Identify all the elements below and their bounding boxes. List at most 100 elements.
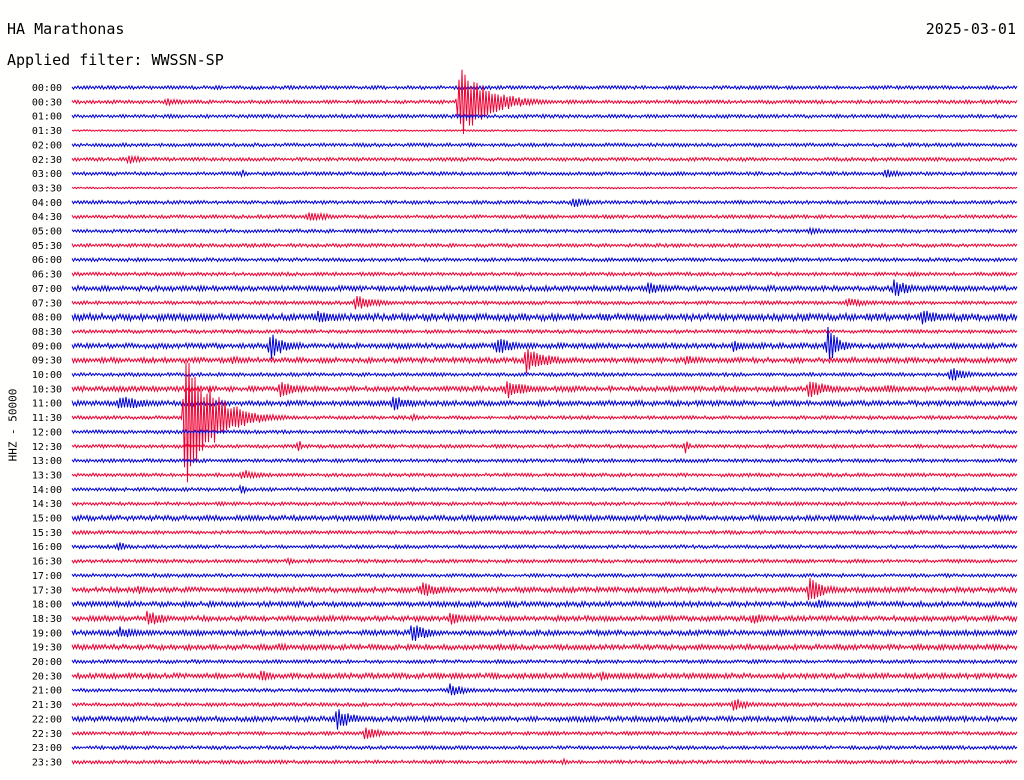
row-time-label: 18:00 — [32, 600, 62, 611]
trace-row — [71, 381, 1018, 399]
trace-row — [71, 362, 1018, 483]
row-time-label: 11:30 — [32, 413, 62, 424]
trace-row — [71, 242, 1018, 249]
trace-row — [71, 141, 1018, 148]
trace-row — [71, 642, 1018, 652]
row-time-label: 18:30 — [32, 614, 62, 625]
trace-row — [71, 186, 1018, 190]
trace-row — [71, 529, 1018, 536]
trace-row — [71, 757, 1018, 766]
row-time-label: 07:00 — [32, 284, 62, 295]
row-time-label: 03:00 — [32, 169, 62, 180]
row-time-label: 09:00 — [32, 341, 62, 352]
row-time-label: 10:00 — [32, 370, 62, 381]
trace-row — [71, 169, 1018, 178]
trace-row — [71, 328, 1018, 335]
station-name: HA Marathonas — [7, 20, 125, 38]
row-time-label: 01:00 — [32, 112, 62, 123]
row-time-label: 21:00 — [32, 686, 62, 697]
row-time-label: 12:00 — [32, 427, 62, 438]
row-time-label: 15:00 — [32, 514, 62, 525]
row-time-label: 20:30 — [32, 671, 62, 682]
trace-row — [71, 610, 1018, 625]
trace-row — [71, 727, 1018, 739]
row-time-label: 12:30 — [32, 442, 62, 453]
trace-row — [71, 699, 1018, 711]
row-time-label: 00:00 — [32, 83, 62, 94]
row-time-label: 02:30 — [32, 155, 62, 166]
trace-row — [71, 197, 1018, 207]
trace-row — [71, 428, 1018, 435]
trace-row — [71, 69, 1018, 134]
trace-row — [71, 226, 1018, 236]
row-time-label: 01:30 — [32, 126, 62, 137]
trace-row — [71, 326, 1018, 360]
row-time-label: 17:30 — [32, 585, 62, 596]
trace-row — [71, 470, 1018, 480]
trace-row — [71, 310, 1018, 325]
row-time-label: 04:00 — [32, 198, 62, 209]
row-time-label: 14:30 — [32, 499, 62, 510]
row-time-label: 06:00 — [32, 255, 62, 266]
row-time-label: 03:30 — [32, 183, 62, 194]
trace-row — [71, 744, 1018, 751]
row-time-label: 08:00 — [32, 313, 62, 324]
trace-row — [71, 578, 1018, 601]
row-time-label: 20:00 — [32, 657, 62, 668]
trace-row — [71, 556, 1018, 567]
trace-row — [71, 709, 1018, 730]
trace-row — [71, 128, 1018, 133]
row-time-label: 08:30 — [32, 327, 62, 338]
trace-row — [71, 113, 1018, 120]
trace-row — [71, 279, 1018, 296]
row-time-label: 19:00 — [32, 628, 62, 639]
trace-row — [71, 572, 1018, 579]
row-time-label: 00:30 — [32, 97, 62, 108]
trace-row — [71, 368, 1018, 381]
trace-row — [71, 211, 1018, 222]
row-time-label: 02:00 — [32, 140, 62, 151]
trace-row — [71, 484, 1018, 495]
trace-row — [71, 84, 1018, 91]
row-time-label: 15:30 — [32, 528, 62, 539]
row-time-label: 21:30 — [32, 700, 62, 711]
row-time-label: 16:00 — [32, 542, 62, 553]
row-time-label: 13:00 — [32, 456, 62, 467]
record-date: 2025-03-01 — [925, 20, 1016, 38]
row-time-label: 23:00 — [32, 743, 62, 754]
row-time-label: 05:00 — [32, 227, 62, 238]
row-time-label: 09:30 — [32, 356, 62, 367]
trace-row — [71, 625, 1018, 642]
trace-row — [71, 348, 1018, 374]
row-time-label: 16:30 — [32, 557, 62, 568]
row-time-label: 05:30 — [32, 241, 62, 252]
trace-row — [71, 500, 1018, 507]
trace-row — [71, 457, 1018, 465]
trace-row — [71, 542, 1018, 551]
row-time-label: 06:30 — [32, 270, 62, 281]
trace-row — [71, 683, 1018, 696]
row-time-label: 22:30 — [32, 729, 62, 740]
trace-row — [71, 441, 1018, 454]
row-time-label: 22:00 — [32, 714, 62, 725]
trace-row — [71, 599, 1018, 609]
trace-row — [71, 296, 1018, 310]
row-time-label: 07:30 — [32, 298, 62, 309]
row-time-label: 13:30 — [32, 470, 62, 481]
trace-row — [71, 154, 1018, 165]
row-time-label: 11:00 — [32, 399, 62, 410]
row-time-label: 10:30 — [32, 384, 62, 395]
trace-row — [71, 396, 1018, 411]
row-time-label: 23:30 — [32, 757, 62, 768]
row-time-label: 14:00 — [32, 485, 62, 496]
trace-row — [71, 513, 1018, 523]
row-time-label: 19:30 — [32, 643, 62, 654]
row-time-label: 17:00 — [32, 571, 62, 582]
filter-label: Applied filter: WWSSN-SP — [7, 51, 224, 69]
trace-row — [71, 670, 1018, 681]
row-time-label: 04:30 — [32, 212, 62, 223]
trace-row — [71, 658, 1018, 665]
trace-row — [71, 256, 1018, 263]
trace-row — [71, 270, 1018, 278]
